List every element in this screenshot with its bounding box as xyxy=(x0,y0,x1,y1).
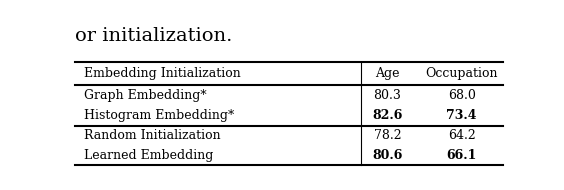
Text: Graph Embedding*: Graph Embedding* xyxy=(83,89,206,102)
Text: Random Initialization: Random Initialization xyxy=(83,129,220,142)
Text: 80.6: 80.6 xyxy=(372,149,403,162)
Text: 73.4: 73.4 xyxy=(447,109,477,122)
Text: Embedding Initialization: Embedding Initialization xyxy=(83,67,240,80)
Text: Age: Age xyxy=(375,67,400,80)
Text: or initialization.: or initialization. xyxy=(75,27,232,45)
Text: Learned Embedding: Learned Embedding xyxy=(83,149,213,162)
Text: 68.0: 68.0 xyxy=(448,89,475,102)
Text: 78.2: 78.2 xyxy=(373,129,401,142)
Text: 66.1: 66.1 xyxy=(447,149,477,162)
Text: 80.3: 80.3 xyxy=(373,89,402,102)
Text: Histogram Embedding*: Histogram Embedding* xyxy=(83,109,234,122)
Text: 64.2: 64.2 xyxy=(448,129,475,142)
Text: Occupation: Occupation xyxy=(425,67,498,80)
Text: 82.6: 82.6 xyxy=(372,109,403,122)
